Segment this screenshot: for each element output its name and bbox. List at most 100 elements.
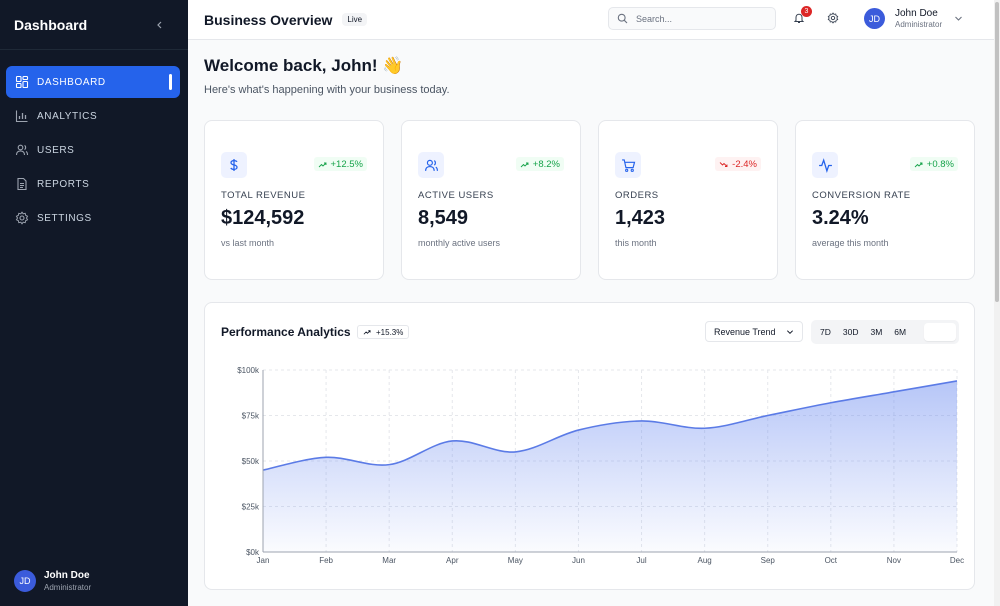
trending-up-icon	[318, 160, 327, 169]
data-point-jul[interactable]	[639, 418, 645, 424]
activity-icon	[812, 152, 838, 178]
gear-icon	[15, 211, 29, 225]
stat-note: this month	[615, 238, 657, 248]
data-point-dec[interactable]	[954, 378, 960, 384]
range-6m-button[interactable]: 6M	[894, 327, 907, 337]
users-icon	[15, 143, 29, 157]
range-selected-button[interactable]	[924, 323, 956, 341]
sidebar-item-dashboard[interactable]: DASHBOARD	[6, 66, 180, 98]
data-point-sep[interactable]	[765, 413, 771, 419]
welcome-heading: Welcome back, John! 👋	[204, 56, 404, 75]
sidebar-item-analytics[interactable]: ANALYTICS	[6, 100, 180, 132]
user-name: John Doe	[895, 8, 938, 19]
avatar: JD	[14, 570, 36, 592]
metric-select[interactable]: Revenue Trend	[705, 321, 803, 342]
user-menu[interactable]: JD John Doe Administrator	[864, 8, 963, 29]
data-point-apr[interactable]	[449, 438, 455, 444]
x-tick-label: May	[508, 556, 523, 565]
data-point-may[interactable]	[512, 449, 518, 455]
sidebar-title: Dashboard	[14, 16, 88, 33]
page-title: Business Overview	[204, 11, 333, 28]
growth-value: +15.3%	[376, 327, 404, 337]
trend-badge: -2.4%	[715, 157, 761, 171]
welcome-subtitle: Here's what's happening with your busine…	[204, 84, 450, 96]
stat-label: TOTAL REVENUE	[221, 190, 306, 201]
x-tick-label: Mar	[382, 556, 396, 565]
chevron-down-icon	[954, 14, 963, 23]
stat-card-active-users: +8.2% ACTIVE USERS 8,549 monthly active …	[401, 120, 581, 280]
growth-badge: +15.3%	[357, 325, 410, 339]
data-point-nov[interactable]	[891, 389, 897, 395]
range-3m-button[interactable]: 3M	[870, 327, 883, 337]
chevron-down-icon	[786, 328, 794, 336]
range-7d-button[interactable]: 7D	[820, 327, 831, 337]
user-role: Administrator	[895, 20, 943, 29]
active-indicator	[169, 74, 172, 90]
trend-badge: +0.8%	[909, 157, 958, 171]
stat-label: ACTIVE USERS	[418, 190, 494, 201]
bar-chart-icon	[15, 109, 29, 123]
y-tick-label: $100k	[237, 366, 260, 375]
x-tick-label: Jan	[257, 556, 270, 565]
gear-icon	[827, 12, 839, 24]
sidebar-user[interactable]: JD John Doe Administrator	[14, 570, 91, 592]
user-name: John Doe	[44, 570, 90, 581]
trending-down-icon	[719, 160, 728, 169]
trending-up-icon	[520, 160, 529, 169]
header: Business Overview Live 3 JD John Doe Adm…	[188, 0, 994, 40]
page-scrollbar[interactable]	[994, 0, 1000, 606]
search-icon	[617, 13, 628, 24]
notification-count-badge: 3	[801, 6, 812, 17]
avatar: JD	[864, 8, 885, 29]
stat-note: monthly active users	[418, 238, 501, 248]
series-area-fill	[263, 380, 957, 552]
chart-title: Performance Analytics	[221, 325, 351, 339]
sidebar-nav: DASHBOARD ANALYTICS USERS REPORTS SET	[0, 50, 188, 234]
stat-label: ORDERS	[615, 190, 659, 201]
trend-badge: +12.5%	[313, 157, 367, 171]
data-point-aug[interactable]	[702, 425, 708, 431]
stat-note: average this month	[812, 238, 889, 248]
stat-card-orders: -2.4% ORDERS 1,423 this month	[598, 120, 778, 280]
data-point-jun[interactable]	[575, 427, 581, 433]
trending-up-icon	[363, 328, 371, 336]
users-icon	[418, 152, 444, 178]
x-tick-label: Dec	[950, 556, 964, 565]
range-30d-button[interactable]: 30D	[842, 327, 859, 337]
x-tick-label: Feb	[319, 556, 333, 565]
metric-select-value: Revenue Trend	[714, 326, 776, 337]
sidebar-item-label: DASHBOARD	[37, 76, 106, 88]
scrollbar-thumb[interactable]	[995, 2, 999, 302]
sidebar-item-label: SETTINGS	[37, 212, 92, 224]
y-tick-label: $50k	[242, 457, 260, 466]
sidebar-header: Dashboard	[0, 0, 188, 50]
collapse-sidebar-button[interactable]	[152, 18, 168, 32]
bell-icon	[793, 13, 805, 23]
data-point-oct[interactable]	[828, 400, 834, 406]
sidebar-item-reports[interactable]: REPORTS	[6, 168, 180, 200]
status-badge: Live	[342, 13, 368, 26]
data-point-mar[interactable]	[386, 462, 392, 468]
sidebar-item-settings[interactable]: SETTINGS	[6, 202, 180, 234]
stat-value: 3.24%	[812, 207, 869, 229]
stat-value: 1,423	[615, 207, 666, 229]
sidebar-item-users[interactable]: USERS	[6, 134, 180, 166]
notifications-button[interactable]	[793, 12, 805, 24]
search-input[interactable]	[636, 13, 756, 24]
y-tick-label: $0k	[246, 548, 260, 557]
stat-card-conversion-rate: +0.8% CONVERSION RATE 3.24% average this…	[795, 120, 975, 280]
trend-value: +8.2%	[532, 158, 560, 170]
x-tick-label: Aug	[698, 556, 712, 565]
search-box[interactable]	[608, 7, 776, 30]
chevron-left-icon	[157, 21, 162, 28]
sidebar-item-label: REPORTS	[37, 178, 90, 190]
trend-value: +12.5%	[330, 158, 364, 170]
document-icon	[15, 177, 29, 191]
y-tick-label: $25k	[242, 503, 260, 512]
x-tick-label: Sep	[761, 556, 776, 565]
settings-button[interactable]	[827, 12, 839, 24]
sidebar: Dashboard DASHBOARD ANALYTICS USERS	[0, 0, 188, 606]
grid-icon	[15, 75, 29, 89]
data-point-feb[interactable]	[323, 454, 329, 460]
sidebar-item-label: USERS	[37, 144, 75, 156]
